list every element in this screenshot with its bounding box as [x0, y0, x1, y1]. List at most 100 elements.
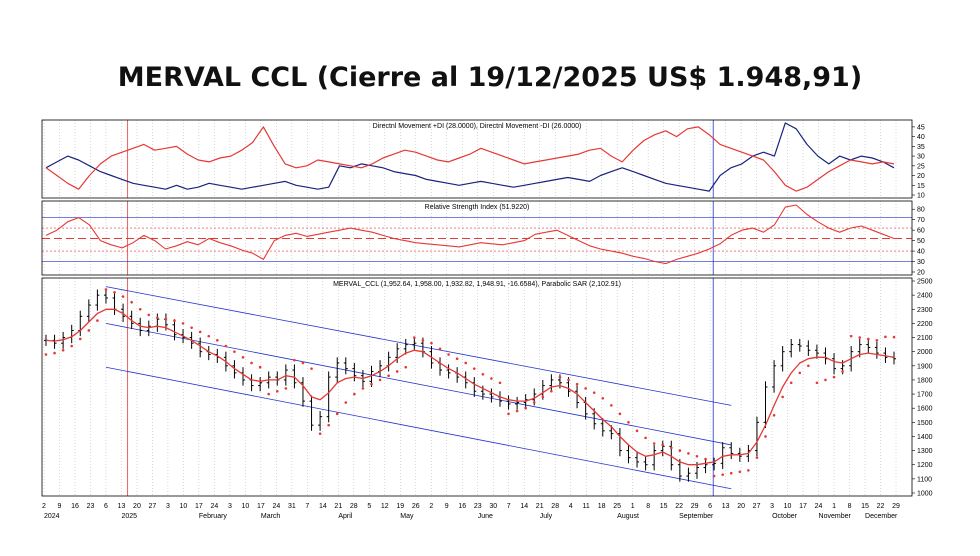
y-tick-label: 1700 — [917, 392, 933, 399]
x-tick-label: 7 — [305, 503, 309, 510]
sar-dot — [190, 326, 193, 329]
sar-dot — [173, 319, 176, 322]
x-month-label: July — [540, 513, 553, 520]
sar-dot — [884, 335, 887, 339]
channel-upper-line — [105, 286, 732, 406]
sar-dot — [627, 421, 630, 424]
x-tick-label: 17 — [257, 503, 265, 510]
y-tick-label: 20 — [917, 270, 925, 277]
sar-dot — [138, 307, 142, 311]
sar-dot — [875, 339, 879, 342]
sar-dot — [216, 339, 219, 342]
x-tick-label: 7 — [507, 503, 511, 510]
y-tick-label: 2000 — [917, 349, 933, 356]
panel-title: MERVAL_CCL (1,952.64, 1,958.00, 1,932.82… — [333, 281, 621, 288]
x-tick-label: 8 — [848, 503, 852, 510]
x-month-label: March — [261, 513, 281, 520]
y-tick-label: 1500 — [917, 420, 933, 427]
sar-dot — [687, 452, 690, 455]
sar-dot — [395, 370, 399, 373]
sar-dot — [858, 336, 862, 339]
sar-dot — [755, 456, 759, 459]
di-minus-line — [45, 126, 895, 192]
panel-title: Relative Strength Index (51.9220) — [425, 204, 530, 211]
y-tick-label: 1300 — [917, 448, 933, 455]
y-tick-label: 45 — [917, 124, 925, 131]
sar-dot — [164, 317, 168, 321]
sar-dot — [267, 392, 271, 396]
x-tick-label: 12 — [381, 503, 389, 510]
sar-dot — [293, 358, 296, 362]
sar-dot — [447, 353, 450, 356]
x-tick-label: 14 — [319, 503, 327, 510]
sar-dot — [550, 389, 553, 393]
sar-dot — [413, 336, 416, 339]
sar-dot — [704, 457, 707, 461]
sar-dot — [610, 404, 613, 407]
x-tick-label: 13 — [118, 503, 126, 510]
y-tick-label: 25 — [917, 163, 925, 170]
y-tick-label: 70 — [917, 217, 925, 224]
x-tick-label: 27 — [149, 503, 157, 510]
sar-dot — [824, 378, 827, 382]
panel-title: Directnl Movement +DI (28.0000), Directn… — [373, 123, 582, 130]
y-tick-label: 2500 — [917, 279, 933, 286]
sar-dot — [721, 473, 724, 476]
x-tick-label: 26 — [412, 503, 420, 510]
x-tick-label: 16 — [71, 503, 79, 510]
sar-dot — [729, 471, 733, 475]
y-tick-label: 35 — [917, 144, 925, 151]
x-tick-label: 9 — [445, 503, 449, 510]
x-tick-label: 20 — [133, 503, 141, 510]
sar-dot — [404, 365, 408, 369]
sar-dot — [378, 378, 382, 382]
sar-dot — [438, 347, 442, 351]
sar-dot — [130, 300, 133, 304]
x-tick-label: 8 — [646, 503, 650, 510]
x-tick-label: 21 — [334, 503, 342, 510]
y-tick-label: 80 — [917, 207, 925, 214]
sar-dot — [712, 474, 716, 478]
x-tick-label: 6 — [708, 503, 712, 510]
x-tick-label: 15 — [660, 503, 668, 510]
x-month-label: 2025 — [121, 513, 137, 520]
x-tick-label: 16 — [458, 503, 466, 510]
x-tick-label: 10 — [180, 503, 188, 510]
grid-layer — [42, 120, 912, 496]
x-tick-label: 10 — [784, 503, 792, 510]
y-tick-label: 1900 — [917, 363, 933, 370]
sar-dot — [96, 319, 99, 322]
sar-dot — [430, 341, 433, 345]
x-tick-label: 24 — [815, 503, 823, 510]
x-tick-label: 3 — [228, 503, 232, 510]
y-tick-label: 1600 — [917, 406, 933, 413]
y-tick-label: 15 — [917, 183, 925, 190]
sar-dot — [678, 449, 682, 452]
sar-dot — [892, 335, 896, 339]
x-tick-label: 9 — [58, 503, 62, 510]
series-layer — [44, 122, 896, 490]
x-tick-label: 19 — [396, 503, 404, 510]
sar-dot — [156, 316, 159, 320]
x-month-label: November — [819, 513, 852, 520]
sar-dot — [661, 443, 665, 447]
sar-dot — [695, 454, 699, 458]
x-tick-label: 1 — [631, 503, 635, 510]
x-tick-label: 31 — [288, 503, 296, 510]
sar-dot — [567, 378, 570, 382]
sar-dot — [584, 387, 587, 390]
x-tick-label: 6 — [104, 503, 108, 510]
sar-dot — [181, 322, 185, 325]
y-tick-label: 40 — [917, 134, 925, 141]
sar-dot — [353, 392, 356, 396]
y-tick-label: 20 — [917, 173, 925, 180]
sar-dot — [275, 389, 279, 393]
sar-dot — [104, 288, 108, 291]
sar-dot — [70, 344, 73, 348]
x-tick-label: 17 — [799, 503, 807, 510]
sar-dot — [601, 397, 605, 400]
channel-middle-line — [105, 323, 732, 446]
x-tick-label: 21 — [536, 503, 544, 510]
x-month-label: February — [199, 513, 228, 520]
